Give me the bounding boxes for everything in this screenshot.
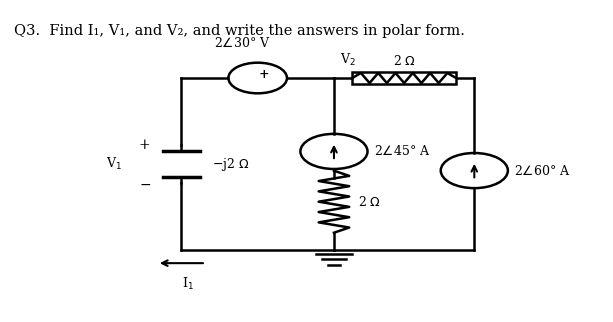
Text: 2$\angle$45° A: 2$\angle$45° A <box>374 145 430 158</box>
Text: +: + <box>139 138 151 152</box>
Text: 2$\angle$60° A: 2$\angle$60° A <box>514 164 571 177</box>
Text: V$_2$: V$_2$ <box>340 52 356 69</box>
Text: I$_1$: I$_1$ <box>181 276 194 292</box>
Text: 2 $\Omega$: 2 $\Omega$ <box>359 195 381 209</box>
Text: +: + <box>259 68 269 81</box>
Text: $-$: $-$ <box>139 176 151 190</box>
Text: 2 $\Omega$: 2 $\Omega$ <box>392 54 416 68</box>
Text: Q3.  Find I₁, V₁, and V₂, and write the answers in polar form.: Q3. Find I₁, V₁, and V₂, and write the a… <box>13 24 465 38</box>
Text: V$_1$: V$_1$ <box>106 156 122 172</box>
Text: 2$\angle$30° V: 2$\angle$30° V <box>214 36 271 50</box>
FancyBboxPatch shape <box>352 72 456 84</box>
Text: $-$j2 $\Omega$: $-$j2 $\Omega$ <box>212 156 249 173</box>
